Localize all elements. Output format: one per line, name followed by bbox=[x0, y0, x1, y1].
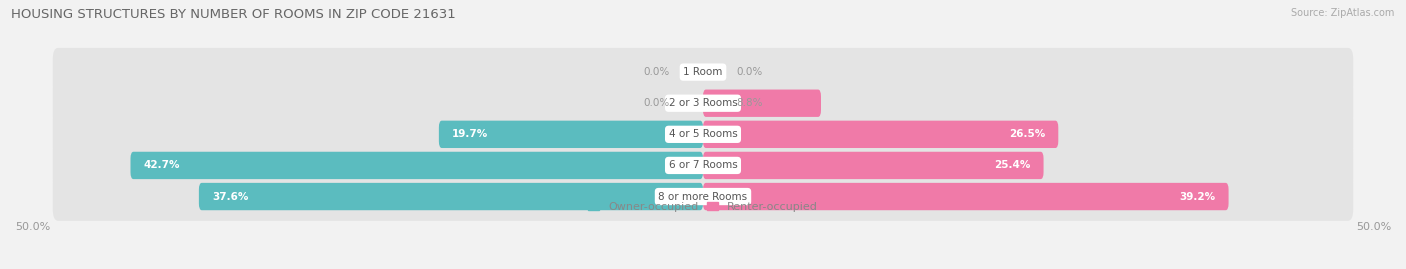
Text: 2 or 3 Rooms: 2 or 3 Rooms bbox=[669, 98, 737, 108]
Text: 0.0%: 0.0% bbox=[643, 98, 669, 108]
Text: 25.4%: 25.4% bbox=[994, 160, 1031, 171]
Text: 0.0%: 0.0% bbox=[643, 67, 669, 77]
FancyBboxPatch shape bbox=[198, 183, 703, 210]
FancyBboxPatch shape bbox=[131, 152, 703, 179]
FancyBboxPatch shape bbox=[703, 152, 1043, 179]
Text: HOUSING STRUCTURES BY NUMBER OF ROOMS IN ZIP CODE 21631: HOUSING STRUCTURES BY NUMBER OF ROOMS IN… bbox=[11, 8, 456, 21]
Text: 39.2%: 39.2% bbox=[1180, 192, 1215, 201]
Text: 37.6%: 37.6% bbox=[212, 192, 249, 201]
Text: 8.8%: 8.8% bbox=[737, 98, 763, 108]
Text: 8 or more Rooms: 8 or more Rooms bbox=[658, 192, 748, 201]
Text: 6 or 7 Rooms: 6 or 7 Rooms bbox=[669, 160, 737, 171]
Text: 4 or 5 Rooms: 4 or 5 Rooms bbox=[669, 129, 737, 139]
Text: Source: ZipAtlas.com: Source: ZipAtlas.com bbox=[1291, 8, 1395, 18]
Text: 42.7%: 42.7% bbox=[143, 160, 180, 171]
Text: 19.7%: 19.7% bbox=[453, 129, 488, 139]
Text: 26.5%: 26.5% bbox=[1008, 129, 1045, 139]
FancyBboxPatch shape bbox=[53, 172, 1353, 221]
FancyBboxPatch shape bbox=[703, 121, 1059, 148]
FancyBboxPatch shape bbox=[53, 110, 1353, 159]
FancyBboxPatch shape bbox=[53, 141, 1353, 190]
FancyBboxPatch shape bbox=[53, 48, 1353, 96]
Text: 1 Room: 1 Room bbox=[683, 67, 723, 77]
FancyBboxPatch shape bbox=[53, 79, 1353, 128]
FancyBboxPatch shape bbox=[439, 121, 703, 148]
FancyBboxPatch shape bbox=[703, 183, 1229, 210]
FancyBboxPatch shape bbox=[703, 90, 821, 117]
Legend: Owner-occupied, Renter-occupied: Owner-occupied, Renter-occupied bbox=[583, 197, 823, 216]
Text: 0.0%: 0.0% bbox=[737, 67, 763, 77]
